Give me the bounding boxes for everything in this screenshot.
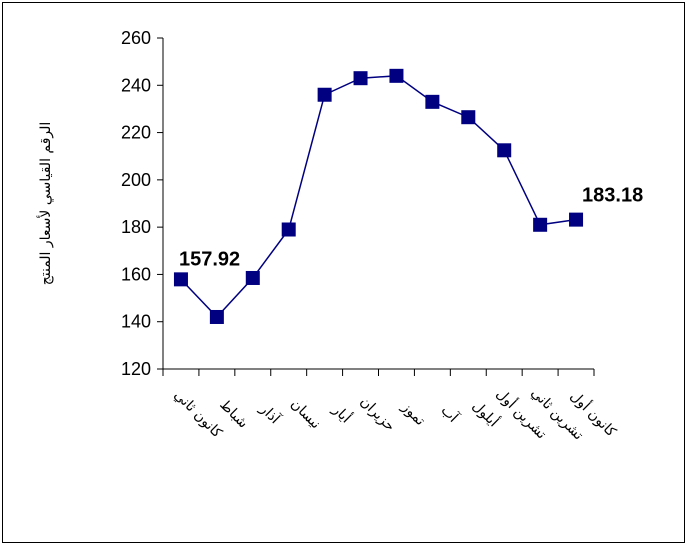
x-category-label: نيسان bbox=[287, 396, 323, 432]
data-point-marker bbox=[533, 217, 548, 232]
data-point-marker bbox=[497, 143, 512, 158]
data-point-marker bbox=[245, 270, 260, 285]
data-point-marker bbox=[317, 87, 332, 102]
data-point-marker bbox=[173, 272, 188, 287]
data-point-marker bbox=[425, 94, 440, 109]
y-tick-label: 180 bbox=[121, 217, 151, 237]
y-axis: 120 140 160 180 200 220 240 260 bbox=[121, 28, 164, 379]
x-category-label: حزيران bbox=[357, 394, 398, 435]
data-point-marker bbox=[461, 110, 476, 125]
x-category-label: آب bbox=[438, 402, 463, 427]
data-point-marker bbox=[281, 222, 296, 237]
y-tick-label: 220 bbox=[121, 123, 151, 143]
series-line bbox=[180, 75, 577, 319]
data-point-marker bbox=[389, 68, 404, 83]
data-label: 183.18 bbox=[582, 185, 643, 207]
data-point-marker bbox=[353, 71, 368, 86]
data-point-marker bbox=[209, 309, 224, 324]
data-labels: 157.92 183.18 bbox=[179, 185, 643, 271]
x-category-label: أيار bbox=[328, 400, 355, 427]
y-axis-label: الرقم القياسي لأسعار المنتج bbox=[36, 122, 54, 286]
y-tick-label: 120 bbox=[121, 359, 151, 379]
y-tick-label: 140 bbox=[121, 312, 151, 332]
x-category-label: تموز bbox=[398, 399, 428, 429]
data-point-marker bbox=[569, 212, 584, 227]
x-category-label: كانون ثاني bbox=[171, 387, 225, 441]
y-tick-label: 240 bbox=[121, 75, 151, 95]
x-category-label: آذار bbox=[256, 400, 284, 428]
y-tick-label: 160 bbox=[121, 264, 151, 284]
y-tick-label: 200 bbox=[121, 170, 151, 190]
y-tick-label: 260 bbox=[121, 28, 151, 48]
series bbox=[173, 68, 584, 324]
data-label: 157.92 bbox=[179, 248, 240, 270]
